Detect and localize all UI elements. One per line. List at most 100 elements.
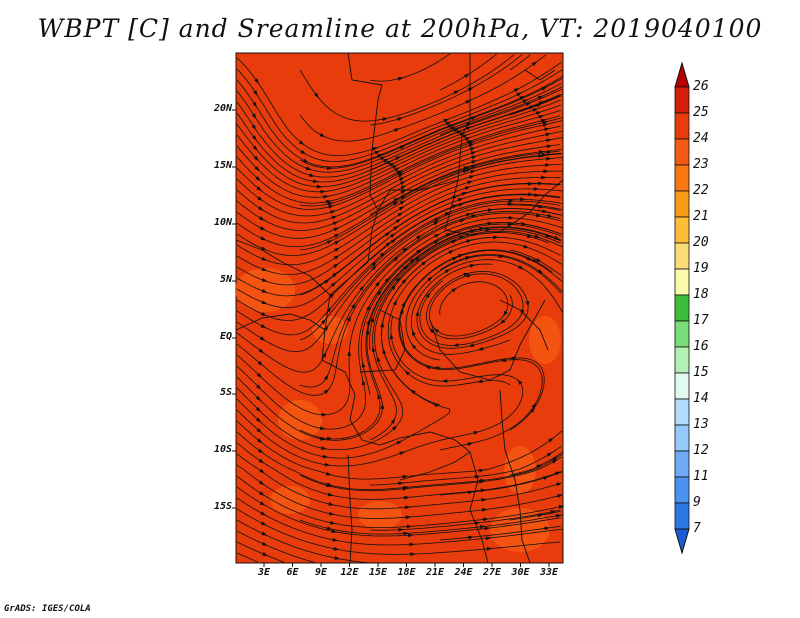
streamline-arrow: [416, 234, 422, 240]
streamline-arrow: [545, 163, 551, 168]
streamline-arrow: [537, 95, 544, 100]
streamline-arrow: [468, 535, 474, 540]
streamline: [299, 456, 562, 492]
streamline-arrow: [399, 180, 406, 186]
streamline-arrow: [395, 276, 401, 283]
streamline-arrow: [459, 219, 466, 223]
streamline-arrow: [333, 546, 340, 551]
streamline-arrow: [452, 343, 459, 347]
lon-label: 24E: [454, 567, 473, 578]
streamline-arrow: [309, 173, 315, 177]
streamline-arrow: [547, 213, 553, 218]
colorbar-level-label: 21: [693, 209, 709, 224]
streamline-arrow: [380, 403, 385, 409]
streamline-arrow: [376, 356, 381, 362]
streamline: [509, 511, 561, 521]
streamline-arrow: [258, 216, 265, 221]
colorbar-segment: [674, 164, 690, 192]
streamline-arrow: [468, 141, 475, 146]
lat-label: EQ: [219, 331, 232, 342]
streamline-arrow: [327, 492, 334, 497]
streamline-arrow: [485, 228, 492, 232]
streamline-arrow: [256, 384, 262, 390]
colorbar-level-label: 12: [693, 443, 709, 458]
streamline-arrow: [470, 170, 476, 174]
streamline-arrow: [253, 90, 258, 96]
streamline-arrow: [261, 541, 268, 546]
streamline-arrow: [326, 526, 333, 531]
streamline-arrow: [464, 137, 471, 141]
colorbar-level-label: 20: [693, 235, 709, 250]
streamline-arrow: [331, 529, 338, 533]
streamline-arrow: [523, 244, 530, 249]
streamline-arrow: [325, 471, 332, 476]
streamline-arrow: [479, 226, 485, 231]
streamline-arrow: [410, 552, 416, 557]
streamline-arrow: [261, 531, 268, 536]
streamline-arrow: [466, 212, 472, 217]
streamline: [299, 54, 515, 122]
streamline-arrow: [544, 127, 550, 132]
streamline-arrow: [427, 276, 433, 282]
streamline: [299, 514, 563, 535]
streamline-arrow: [402, 264, 409, 271]
colorbar-segment: [674, 294, 690, 322]
streamline-arrow: [324, 462, 331, 467]
streamline-arrow: [538, 181, 544, 186]
streamline-arrow: [400, 189, 407, 195]
streamline-arrow: [379, 251, 386, 258]
streamline-arrow: [453, 90, 460, 95]
streamline-arrow: [261, 278, 268, 282]
lon-label: 3E: [257, 567, 271, 578]
streamline-arrow: [545, 132, 552, 137]
streamline-arrow: [371, 265, 377, 271]
streamline-arrow: [260, 236, 267, 241]
streamline-arrow: [260, 511, 267, 516]
streamline-arrow: [433, 221, 440, 226]
streamline-arrow: [260, 521, 267, 526]
streamline-arrow: [538, 115, 545, 119]
streamline: [405, 255, 562, 361]
streamline-arrow: [493, 235, 499, 240]
streamline-arrow: [406, 524, 413, 529]
streamline-arrow: [462, 169, 469, 174]
colorbar-segment: [674, 86, 690, 114]
streamline: [236, 420, 563, 480]
border-line: [499, 389, 531, 564]
streamline-arrow: [399, 451, 406, 456]
lon-label: 30E: [511, 567, 530, 578]
streamline-arrow: [546, 150, 553, 155]
streamline-arrow: [541, 175, 547, 180]
lon-label: 18E: [397, 567, 416, 578]
streamline-arrow: [326, 306, 332, 313]
streamline: [416, 263, 529, 349]
streamline-arrow: [404, 370, 410, 376]
streamline-arrow: [463, 166, 470, 170]
streamline-arrow: [471, 214, 477, 218]
streamline-arrow: [390, 418, 396, 424]
streamline-arrow: [530, 407, 535, 413]
streamline-arrow: [468, 343, 475, 347]
lat-label: 15N: [213, 160, 232, 171]
streamline-arrow: [531, 61, 538, 67]
streamline-arrow: [395, 218, 402, 224]
streamline-arrow: [534, 234, 541, 239]
streamline: [236, 203, 563, 353]
streamline-arrow: [467, 442, 474, 446]
streamline-arrow: [322, 351, 327, 358]
lon-label: 33E: [539, 567, 559, 578]
colorbar-level-label: 22: [693, 183, 709, 198]
colorbar-level-label: 9: [693, 495, 701, 510]
streamline-arrow: [445, 121, 452, 126]
streamline-arrow: [405, 515, 412, 520]
streamline-arrow: [538, 204, 544, 209]
streamline-arrow: [451, 240, 458, 244]
streamline: [439, 254, 564, 293]
streamline-arrow: [371, 346, 376, 352]
lon-label: 6E: [286, 567, 299, 578]
streamline-arrow: [451, 256, 458, 261]
streamline-arrow: [258, 348, 265, 354]
streamline: [236, 157, 563, 256]
streamline-arrow: [403, 531, 410, 536]
streamline-arrow: [421, 260, 427, 266]
